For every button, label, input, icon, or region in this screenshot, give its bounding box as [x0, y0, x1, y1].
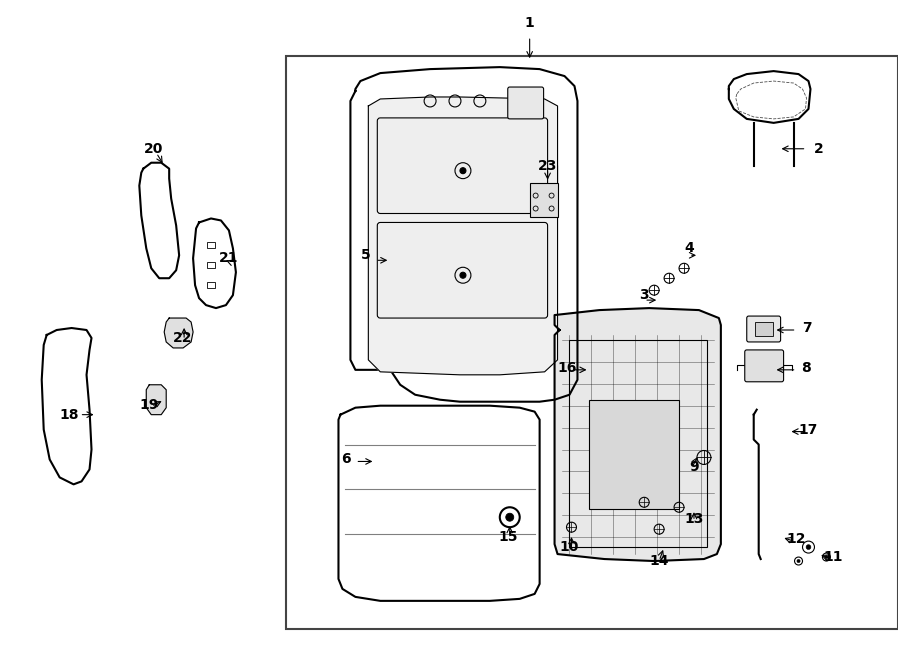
FancyBboxPatch shape	[377, 118, 547, 214]
Circle shape	[460, 167, 466, 173]
Text: 2: 2	[814, 142, 824, 156]
Bar	[207, 242, 215, 248]
Polygon shape	[729, 71, 811, 123]
Bar	[755, 322, 772, 336]
FancyBboxPatch shape	[377, 222, 547, 318]
FancyBboxPatch shape	[747, 316, 780, 342]
Polygon shape	[194, 218, 236, 308]
Polygon shape	[140, 163, 179, 278]
Text: 1: 1	[525, 17, 535, 30]
Circle shape	[806, 545, 811, 549]
Text: 23: 23	[538, 159, 557, 173]
Text: 17: 17	[799, 422, 818, 436]
Polygon shape	[41, 328, 92, 485]
Text: 6: 6	[340, 452, 350, 467]
Polygon shape	[368, 97, 557, 375]
Text: 10: 10	[560, 540, 580, 554]
Polygon shape	[164, 318, 194, 348]
Text: 7: 7	[802, 321, 811, 335]
Bar	[530, 183, 557, 218]
Polygon shape	[350, 67, 578, 402]
Bar	[590, 400, 679, 509]
Polygon shape	[554, 308, 721, 561]
Text: 22: 22	[174, 331, 193, 345]
Polygon shape	[338, 406, 540, 601]
Text: 15: 15	[498, 530, 518, 544]
Text: 3: 3	[639, 288, 649, 302]
Text: 16: 16	[558, 361, 577, 375]
Text: 21: 21	[220, 252, 238, 265]
Bar	[207, 262, 215, 268]
Polygon shape	[147, 385, 166, 414]
Circle shape	[824, 555, 828, 559]
Text: 11: 11	[824, 550, 843, 564]
Text: 8: 8	[802, 361, 812, 375]
Circle shape	[506, 513, 514, 521]
FancyBboxPatch shape	[745, 350, 784, 382]
Circle shape	[460, 272, 466, 278]
Text: 20: 20	[144, 142, 163, 156]
FancyBboxPatch shape	[508, 87, 544, 119]
Text: 4: 4	[684, 242, 694, 256]
Text: 9: 9	[689, 461, 698, 475]
Text: 12: 12	[787, 532, 806, 546]
Bar	[207, 282, 215, 288]
Text: 18: 18	[60, 408, 79, 422]
Text: 19: 19	[140, 398, 159, 412]
Text: 13: 13	[684, 512, 704, 526]
Bar	[570, 340, 706, 547]
Text: 5: 5	[361, 248, 370, 262]
Bar	[285, 56, 898, 629]
Circle shape	[796, 559, 800, 563]
Text: 14: 14	[650, 554, 669, 568]
